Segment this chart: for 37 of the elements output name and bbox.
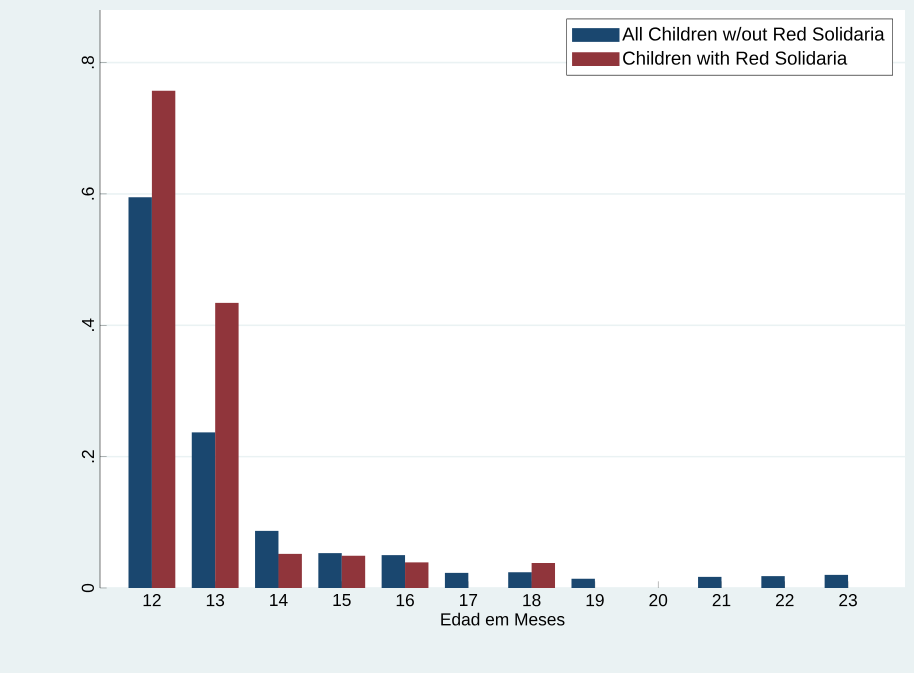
bar: [761, 576, 785, 588]
bar: [342, 556, 366, 588]
bar: [444, 572, 468, 588]
x-tick-label: 17: [460, 594, 478, 606]
bar: [508, 572, 532, 588]
bar: [278, 554, 302, 588]
x-tick-label: 22: [776, 594, 794, 606]
bar: [405, 562, 428, 588]
bar: [128, 197, 152, 588]
bar: [215, 302, 239, 588]
x-tick-label: 16: [396, 594, 414, 606]
bar: [698, 576, 722, 588]
legend-label: Children with Red Solidaria: [623, 51, 848, 65]
bar: [824, 574, 848, 588]
bar: [152, 90, 176, 588]
y-tick-label: .6: [82, 187, 94, 200]
x-tick-label: 14: [270, 594, 288, 606]
y-tick-label: 0: [82, 584, 94, 592]
legend-label: All Children w/out Red Solidaria: [622, 26, 885, 41]
y-tick-label: .4: [82, 318, 94, 331]
bar: [382, 555, 406, 588]
bar: [571, 578, 595, 588]
x-tick-label: 23: [839, 594, 857, 606]
x-tick-label: 20: [649, 594, 668, 606]
y-tick-label: .2: [82, 450, 94, 462]
x-tick-label: 12: [144, 594, 161, 606]
bar: [192, 432, 216, 588]
x-tick-label: 18: [523, 594, 540, 606]
x-axis-title: Edad em Meses: [441, 612, 564, 626]
bar: [318, 553, 342, 588]
x-tick-label: 13: [206, 594, 224, 606]
x-tick-label: 15: [333, 594, 351, 606]
bar: [255, 530, 278, 588]
bar: [532, 563, 556, 588]
x-tick-label: 21: [712, 594, 730, 606]
x-tick-label: 19: [586, 594, 604, 606]
y-tick-label: .8: [82, 56, 94, 68]
